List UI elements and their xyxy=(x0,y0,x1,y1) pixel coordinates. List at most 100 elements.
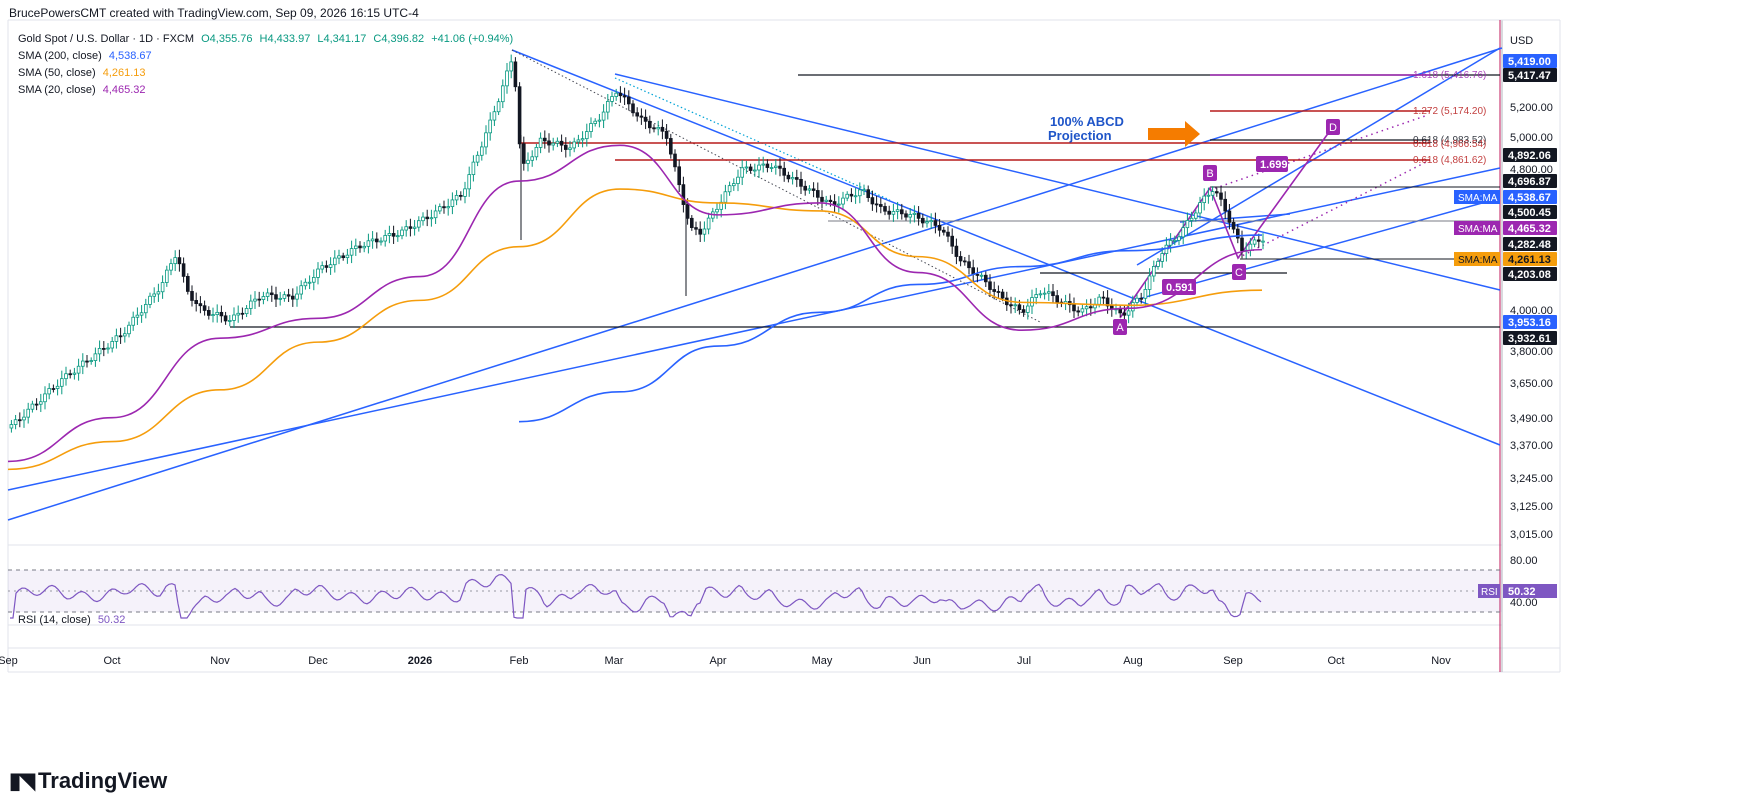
candle xyxy=(866,189,870,199)
candle xyxy=(425,216,429,220)
candle xyxy=(1076,310,1081,313)
candle xyxy=(740,167,744,178)
candle xyxy=(404,226,408,231)
price-label-box xyxy=(1503,252,1557,266)
candle xyxy=(1021,309,1026,313)
candle xyxy=(358,245,362,249)
candle xyxy=(500,85,505,103)
sma200-legend[interactable]: SMA (200, close) 4,538.67 xyxy=(18,50,152,62)
candle xyxy=(1236,228,1240,239)
candle xyxy=(925,221,929,224)
price-tick-label: 5,200.00 xyxy=(1510,102,1553,114)
candle xyxy=(853,195,858,198)
candle xyxy=(433,210,438,219)
candle xyxy=(799,178,803,187)
candle xyxy=(303,281,308,287)
price-label: 4,500.45 xyxy=(1503,205,1557,219)
candle xyxy=(589,123,593,132)
candle xyxy=(1009,304,1013,307)
candle xyxy=(824,199,828,202)
candle xyxy=(635,112,639,117)
candle xyxy=(55,385,60,389)
candle xyxy=(194,300,199,305)
candle xyxy=(1227,210,1232,223)
candle xyxy=(979,274,984,277)
rsi-band xyxy=(8,570,1502,612)
candle xyxy=(295,293,299,300)
candle xyxy=(568,147,572,150)
candle xyxy=(967,261,971,269)
sma20-value: 4,465.32 xyxy=(102,84,146,96)
candle xyxy=(681,184,686,205)
candle xyxy=(232,314,236,321)
candle xyxy=(904,213,908,218)
abcd-projection-title: Projection xyxy=(1048,128,1112,143)
symbol-legend[interactable]: Gold Spot / U.S. Dollar · 1D · FXCM O4,3… xyxy=(18,33,513,45)
candle xyxy=(593,120,597,124)
candle xyxy=(643,116,648,122)
candle xyxy=(85,360,89,363)
candle xyxy=(127,324,131,335)
ratio-badge-text: 1.699 xyxy=(1260,159,1288,171)
ma-tag-text: SMA:MA xyxy=(1458,193,1498,204)
price-tick-label: 3,490.00 xyxy=(1510,413,1553,425)
price-label: 4,696.87 xyxy=(1503,174,1557,188)
sma20-legend[interactable]: SMA (20, close) 4,465.32 xyxy=(18,84,146,96)
candle xyxy=(274,294,278,300)
candle xyxy=(858,189,862,197)
candle xyxy=(946,231,950,237)
tradingview-logo[interactable]: ▮◥ TradingView xyxy=(9,768,167,794)
candle xyxy=(202,305,207,311)
time-tick-label: Feb xyxy=(510,655,529,667)
candle xyxy=(34,403,39,406)
candle xyxy=(538,137,543,148)
pattern-point-marker xyxy=(1232,264,1246,280)
candle xyxy=(1013,304,1017,307)
candle xyxy=(1042,292,1047,295)
candle xyxy=(631,103,635,114)
candle xyxy=(963,260,967,263)
sma50-label: SMA (50, close) xyxy=(18,67,96,79)
candle xyxy=(992,289,996,292)
price-label-box xyxy=(1503,54,1557,68)
price-label-box xyxy=(1503,221,1557,235)
ohlc-open: O4,355.76 xyxy=(201,33,253,45)
candle xyxy=(820,196,824,202)
candle xyxy=(614,92,618,97)
candle xyxy=(1198,202,1202,214)
dotted-trendline xyxy=(511,49,1041,323)
candle xyxy=(223,315,228,322)
candle xyxy=(93,353,98,361)
price-label: 4,261.13 xyxy=(1503,252,1557,266)
rsi-legend[interactable]: RSI (14, close) 50.32 xyxy=(18,614,125,626)
time-tick-label: Oct xyxy=(1327,655,1344,667)
candle xyxy=(639,115,644,118)
price-label-text: 4,282.48 xyxy=(1508,239,1551,251)
candle xyxy=(152,293,157,297)
candle xyxy=(580,138,585,141)
candle xyxy=(1206,194,1211,197)
candle xyxy=(60,378,64,387)
candle xyxy=(786,174,791,180)
candle xyxy=(816,190,820,198)
candle xyxy=(39,401,43,405)
long-rising-channel-line xyxy=(7,167,1501,491)
candle xyxy=(1173,239,1177,242)
candle xyxy=(1084,306,1089,310)
candle xyxy=(933,220,938,226)
candle xyxy=(400,229,404,237)
candle xyxy=(332,257,337,266)
candle xyxy=(282,294,287,299)
candle xyxy=(1038,293,1043,296)
price-label: 5,417.47 xyxy=(1503,68,1557,82)
candle xyxy=(324,265,329,268)
candle xyxy=(879,204,883,207)
candle xyxy=(576,139,581,143)
candle xyxy=(156,291,161,295)
candle xyxy=(660,126,665,132)
sma50-legend[interactable]: SMA (50, close) 4,261.13 xyxy=(18,67,146,79)
candle xyxy=(17,419,22,422)
candle xyxy=(807,188,812,191)
candle xyxy=(1097,296,1102,305)
